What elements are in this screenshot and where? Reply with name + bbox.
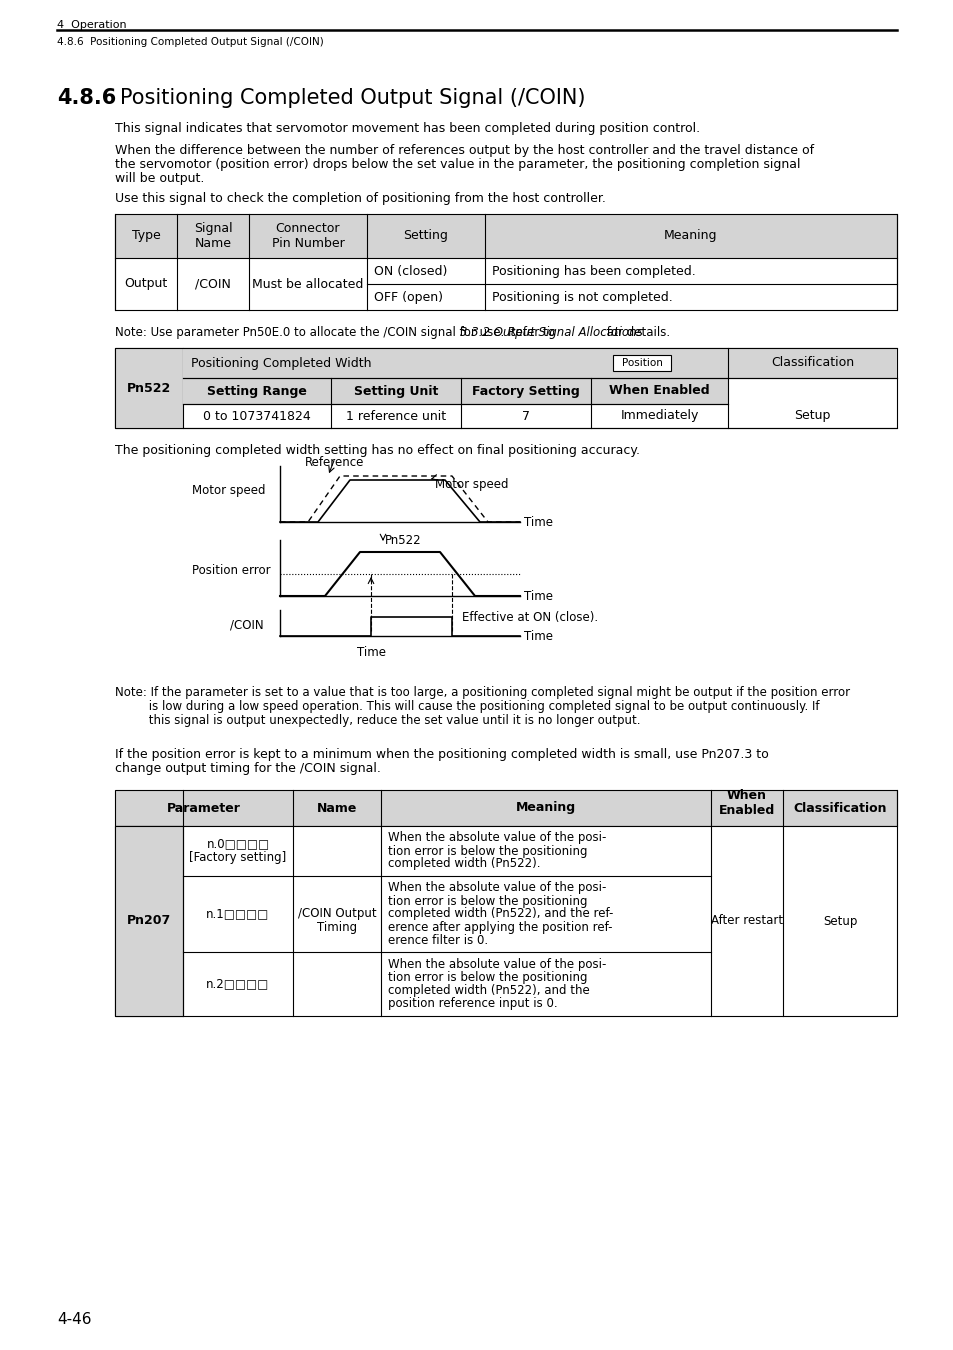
Bar	[115, 790, 896, 826]
Text: Meaning: Meaning	[516, 802, 576, 814]
Text: /COIN: /COIN	[230, 618, 263, 632]
Bar	[115, 826, 183, 1017]
Text: Time: Time	[523, 629, 553, 643]
Text: /COIN: /COIN	[194, 278, 231, 290]
Text: erence after applying the position ref-: erence after applying the position ref-	[388, 921, 612, 933]
Text: Time: Time	[356, 647, 386, 659]
Text: Pn207: Pn207	[127, 914, 171, 927]
Text: Positioning has been completed.: Positioning has been completed.	[492, 265, 695, 278]
Text: When Enabled: When Enabled	[609, 385, 709, 397]
Text: Must be allocated: Must be allocated	[252, 278, 363, 290]
Text: If the position error is kept to a minimum when the positioning completed width : If the position error is kept to a minim…	[115, 748, 768, 761]
Bar	[613, 355, 670, 371]
Text: Setup: Setup	[794, 409, 830, 423]
Text: Position: Position	[621, 358, 661, 369]
Text: This signal indicates that servomotor movement has been completed during positio: This signal indicates that servomotor mo…	[115, 122, 700, 135]
Text: position reference input is 0.: position reference input is 0.	[388, 998, 558, 1010]
Bar	[115, 348, 896, 428]
Text: completed width (Pn522), and the ref-: completed width (Pn522), and the ref-	[388, 907, 613, 921]
Text: After restart: After restart	[710, 914, 782, 927]
Text: is low during a low speed operation. This will cause the positioning completed s: is low during a low speed operation. Thi…	[115, 701, 819, 713]
Text: 0 to 1073741824: 0 to 1073741824	[203, 409, 311, 423]
Text: [Factory setting]: [Factory setting]	[190, 852, 286, 864]
Text: 1 reference unit: 1 reference unit	[346, 409, 446, 423]
Text: Motor speed: Motor speed	[192, 485, 265, 497]
Text: the servomotor (position error) drops below the set value in the parameter, the : the servomotor (position error) drops be…	[115, 158, 800, 171]
Text: Use this signal to check the completion of positioning from the host controller.: Use this signal to check the completion …	[115, 192, 605, 205]
Text: When the absolute value of the posi-: When the absolute value of the posi-	[388, 832, 606, 845]
Text: 4  Operation: 4 Operation	[57, 20, 127, 30]
Bar	[115, 348, 183, 428]
Text: Classification: Classification	[770, 356, 853, 370]
Text: When
Enabled: When Enabled	[719, 788, 774, 817]
Text: Time: Time	[523, 590, 553, 602]
Text: 3.3.2 Output Signal Allocations: 3.3.2 Output Signal Allocations	[459, 325, 642, 339]
Text: n.0□□□□: n.0□□□□	[206, 837, 270, 850]
Text: 4.8.6: 4.8.6	[57, 88, 116, 108]
Text: Parameter: Parameter	[167, 802, 241, 814]
Text: OFF (open): OFF (open)	[374, 290, 442, 304]
Text: When the difference between the number of references output by the host controll: When the difference between the number o…	[115, 144, 813, 157]
Text: completed width (Pn522), and the: completed width (Pn522), and the	[388, 984, 589, 998]
Text: The positioning completed width setting has no effect on final positioning accur: The positioning completed width setting …	[115, 444, 639, 458]
Text: Effective at ON (close).: Effective at ON (close).	[461, 610, 598, 624]
Text: tion error is below the positioning: tion error is below the positioning	[388, 895, 587, 907]
Text: Meaning: Meaning	[663, 230, 717, 243]
Text: Type: Type	[132, 230, 160, 243]
Text: Output: Output	[124, 278, 168, 290]
Text: 4.8.6  Positioning Completed Output Signal (/COIN): 4.8.6 Positioning Completed Output Signa…	[57, 36, 323, 47]
Text: Setting Range: Setting Range	[207, 385, 307, 397]
Text: Timing: Timing	[316, 922, 356, 934]
Text: Pn522: Pn522	[127, 382, 171, 394]
Text: 4-46: 4-46	[57, 1312, 91, 1327]
Text: /COIN Output: /COIN Output	[297, 907, 375, 921]
Bar	[115, 826, 896, 1017]
Text: Name: Name	[316, 802, 356, 814]
Bar	[115, 215, 896, 310]
Text: Connector
Pin Number: Connector Pin Number	[272, 221, 344, 250]
Text: Reference: Reference	[305, 456, 364, 468]
Text: Setup: Setup	[821, 914, 857, 927]
Text: When the absolute value of the posi-: When the absolute value of the posi-	[388, 882, 606, 895]
Text: n.2□□□□: n.2□□□□	[206, 977, 270, 991]
Text: Signal
Name: Signal Name	[193, 221, 233, 250]
Text: When the absolute value of the posi-: When the absolute value of the posi-	[388, 958, 606, 971]
Text: Immediately: Immediately	[619, 409, 698, 423]
Text: n.1□□□□: n.1□□□□	[206, 907, 270, 921]
Text: Position error: Position error	[192, 563, 271, 576]
Text: Time: Time	[523, 516, 553, 528]
Bar	[183, 378, 727, 404]
Text: Factory Setting: Factory Setting	[472, 385, 579, 397]
Text: change output timing for the /COIN signal.: change output timing for the /COIN signa…	[115, 761, 380, 775]
Text: Motor speed: Motor speed	[435, 478, 508, 491]
Text: Pn522: Pn522	[385, 535, 421, 547]
Text: 7: 7	[521, 409, 530, 423]
Text: Note: If the parameter is set to a value that is too large, a positioning comple: Note: If the parameter is set to a value…	[115, 686, 849, 699]
Text: will be output.: will be output.	[115, 171, 204, 185]
Bar	[183, 348, 896, 378]
Text: Setting: Setting	[403, 230, 448, 243]
Text: this signal is output unexpectedly, reduce the set value until it is no longer o: this signal is output unexpectedly, redu…	[115, 714, 639, 728]
Text: for details.: for details.	[602, 325, 669, 339]
Text: completed width (Pn522).: completed width (Pn522).	[388, 857, 540, 871]
Text: tion error is below the positioning: tion error is below the positioning	[388, 845, 587, 857]
Text: Positioning is not completed.: Positioning is not completed.	[492, 290, 672, 304]
Text: erence filter is 0.: erence filter is 0.	[388, 933, 488, 946]
Text: Positioning Completed Output Signal (/COIN): Positioning Completed Output Signal (/CO…	[120, 88, 585, 108]
Bar	[115, 215, 896, 258]
Text: Classification: Classification	[792, 802, 886, 814]
Text: Positioning Completed Width: Positioning Completed Width	[191, 356, 371, 370]
Text: ON (closed): ON (closed)	[374, 265, 447, 278]
Text: Setting Unit: Setting Unit	[354, 385, 437, 397]
Text: tion error is below the positioning: tion error is below the positioning	[388, 971, 587, 984]
Text: Note: Use parameter Pn50E.0 to allocate the /COIN signal for use. Refer to: Note: Use parameter Pn50E.0 to allocate …	[115, 325, 558, 339]
